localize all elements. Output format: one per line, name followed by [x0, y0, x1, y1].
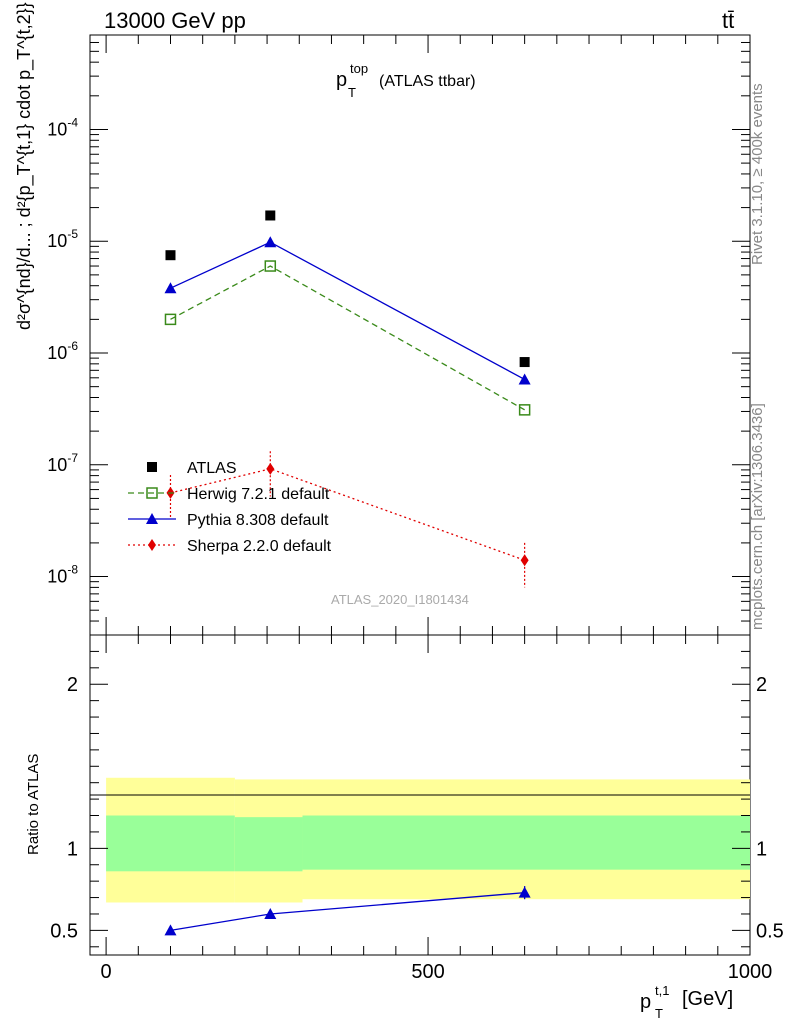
legend-label-atlas: ATLAS: [187, 460, 237, 477]
main-y-tick-label-exponent: -5: [67, 227, 78, 241]
ratio-y-tick-label-right: 0.5: [756, 920, 784, 942]
ratio-y-tick-label-left: 0.5: [50, 920, 78, 942]
main-y-tick-label-exponent: -4: [67, 115, 78, 129]
series-line-herwig: [170, 265, 525, 411]
main-y-axis-label: d²σ^{nd}/d... ; d²{p_T^{t,1} cdot p_T^{t…: [14, 0, 35, 330]
ratio-x-axis: 0 500 1000: [101, 635, 773, 983]
x-axis-label-unit: [GeV]: [682, 988, 733, 1010]
ratio-band-inner: [234, 817, 303, 872]
header-energy-label: 13000 GeV pp: [104, 8, 246, 33]
header-process-label: tt̄: [722, 8, 734, 33]
ratio-y-tick-label-left: 2: [67, 674, 78, 696]
main-x-ticks: [105, 35, 751, 635]
data-point-herwig: [518, 404, 531, 416]
legend-marker-atlas: [147, 462, 157, 472]
ratio-band-inner: [106, 815, 235, 872]
main-y-tick-label-exponent: -8: [67, 563, 78, 577]
legend: ATLAS Herwig 7.2.1 default Pythia 8.308 de…: [128, 460, 332, 555]
ratio-uncertainty-bands: [106, 777, 750, 903]
ratio-y-tick-label-left: 1: [67, 838, 78, 860]
legend-label-herwig: Herwig 7.2.1 default: [187, 486, 330, 503]
ratio-band-inner: [302, 815, 750, 870]
ratio-y-axis: 0.5 0.5 1 1 2 2: [50, 650, 784, 948]
main-plot-area: 10-810-710-610-510-4 p T top (ATLAS ttba…: [14, 0, 751, 636]
x-axis-label-superscript: t,1: [655, 983, 669, 998]
ratio-point-pythia: [264, 907, 277, 919]
main-y-tick-label-base: 10: [47, 119, 67, 139]
main-y-tick-label-base: 10: [47, 343, 67, 363]
main-y-axis-label-text: d²σ^{nd}/d... ; d²{p_T^{t,1} cdot p_T^{t…: [14, 0, 35, 330]
data-point-atlas: [265, 210, 276, 221]
analysis-watermark: ATLAS_2020_I1801434: [331, 592, 469, 607]
ratio-y-tick-label-right: 2: [756, 674, 767, 696]
legend-label-pythia: Pythia 8.308 default: [187, 512, 329, 529]
data-point-pythia: [518, 373, 531, 385]
x-axis-label-subscript: T: [655, 1006, 663, 1021]
ratio-y-axis-label: Ratio to ATLAS: [25, 754, 42, 855]
legend-marker-herwig: [146, 487, 158, 499]
data-point-atlas: [165, 250, 176, 261]
main-y-tick-label: 10-7: [47, 451, 78, 475]
main-y-tick-label: 10-8: [47, 563, 78, 587]
data-point-atlas: [519, 357, 530, 368]
main-y-tick-label-exponent: -7: [67, 451, 78, 465]
rivet-version-label: Rivet 3.1.10, ≥ 400k events: [749, 83, 766, 265]
series-line-pythia: [170, 241, 525, 381]
data-point-herwig: [164, 313, 177, 326]
x-tick-label: 0: [101, 961, 112, 983]
plot-title-main: p: [336, 69, 347, 91]
x-tick-label: 500: [411, 961, 444, 983]
legend-label-sherpa: Sherpa 2.2.0 default: [187, 538, 332, 555]
legend-marker-pythia: [146, 513, 158, 524]
main-y-axis: 10-810-710-610-510-4: [47, 34, 750, 636]
plot-title-subscript: T: [348, 85, 356, 100]
legend-marker-sherpa: [148, 539, 156, 551]
x-axis-label-main: p: [640, 991, 651, 1013]
main-y-tick-label-base: 10: [47, 567, 67, 587]
plot-title-suffix: (ATLAS ttbar): [379, 73, 476, 90]
data-point-sherpa: [520, 554, 529, 567]
main-y-tick-label-exponent: -6: [67, 339, 78, 353]
ratio-y-tick-label-right: 1: [756, 838, 767, 860]
data-point-pythia: [264, 236, 277, 248]
ratio-series-group: [164, 886, 531, 936]
main-y-tick-label-base: 10: [47, 231, 67, 251]
main-y-tick-label: 10-5: [47, 227, 78, 251]
ratio-point-pythia: [518, 886, 531, 898]
main-series-group: [164, 210, 531, 588]
main-y-tick-label: 10-6: [47, 339, 78, 363]
data-point-sherpa: [266, 462, 275, 475]
x-tick-label: 1000: [728, 961, 773, 983]
data-point-herwig: [264, 260, 277, 272]
main-y-tick-label: 10-4: [47, 115, 78, 139]
main-y-tick-label-base: 10: [47, 455, 67, 475]
data-point-pythia: [164, 282, 177, 294]
plot-title-superscript: top: [350, 61, 368, 76]
ratio-plot-area: 0.5 0.5 1 1 2 2 0 500 1000 Ratio to ATLAS p t,1…: [25, 634, 784, 1021]
mcplots-label: mcplots.cern.ch [arXiv:1306.3436]: [749, 403, 766, 630]
ratio-point-pythia: [164, 924, 177, 936]
